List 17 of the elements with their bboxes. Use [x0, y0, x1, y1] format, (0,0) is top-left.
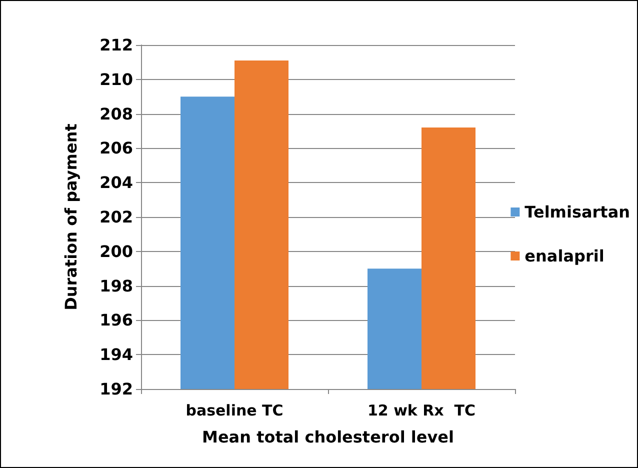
y-tick-label: 202	[100, 208, 133, 226]
y-tick-label: 206	[100, 138, 133, 158]
y-tick-label: 204	[100, 173, 133, 192]
y-tick-label: 196	[100, 310, 133, 330]
legend-label: Telmisartan	[524, 202, 630, 222]
y-tick-label: 200	[100, 242, 133, 261]
y-axis-title: Duration of payment	[62, 123, 80, 310]
y-tick-label: 198	[100, 276, 133, 296]
y-tick-label: 194	[100, 345, 133, 364]
y-tick-label: 192	[100, 380, 133, 398]
y-tick-label: 210	[100, 70, 133, 89]
legend-label: enalapril	[524, 246, 604, 266]
y-tick-label: 212	[100, 36, 133, 54]
x-tick-label: baseline TC	[186, 402, 284, 420]
x-axis-title: Mean total cholesterol level	[202, 428, 454, 446]
y-tick-label: 208	[100, 104, 133, 124]
x-tick-label: 12 wk Rx TC	[367, 402, 476, 420]
